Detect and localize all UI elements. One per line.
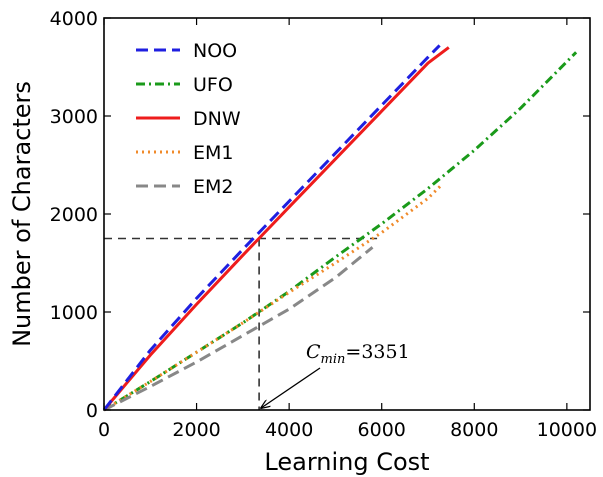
x-tick-label: 6000	[358, 419, 406, 441]
y-tick-label: 3000	[50, 106, 98, 128]
legend: NOO UFO DNW EM1 EM2	[136, 40, 241, 198]
cmin-annotation-text: Cmin=3351	[306, 341, 410, 367]
series-lines	[102, 44, 578, 412]
y-tick-label: 4000	[50, 8, 98, 30]
series-line-em1	[103, 183, 443, 412]
legend-label-dnw: DNW	[193, 108, 241, 130]
x-tick-label: 2000	[172, 419, 220, 441]
x-tick-label: 10000	[537, 419, 597, 441]
x-tick-label: 0	[98, 419, 110, 441]
legend-label-em1: EM1	[193, 142, 234, 164]
series-line-noo	[102, 44, 441, 411]
legend-label-ufo: UFO	[193, 74, 233, 96]
reference-lines	[104, 237, 378, 410]
y-tick-label: 2000	[50, 204, 98, 226]
series-line-em2	[103, 246, 374, 412]
series-line-dnw	[102, 46, 450, 411]
x-tick-label: 4000	[265, 419, 313, 441]
y-tick-label: 1000	[50, 302, 98, 324]
cmin-arrow	[261, 367, 321, 408]
y-tick-label: 0	[86, 400, 98, 422]
y-axis-label: Number of Characters	[8, 81, 36, 347]
cmin-annotation: Cmin=3351	[261, 341, 410, 408]
x-axis-label: Learning Cost	[264, 448, 429, 476]
legend-label-noo: NOO	[193, 40, 237, 62]
legend-label-em2: EM2	[193, 176, 234, 198]
x-tick-label: 8000	[450, 419, 498, 441]
axis-ticks: 0 2000 4000 6000 8000 10000 0 1000 2000 3000 4000	[50, 8, 597, 441]
